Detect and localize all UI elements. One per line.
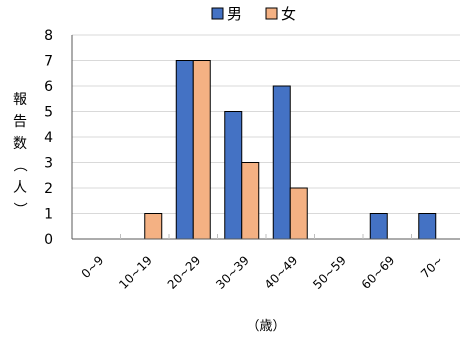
y-axis-label-char-3: （ <box>11 158 27 172</box>
bar-男-70~ <box>418 213 437 240</box>
bar-女-10~19 <box>144 213 163 240</box>
y-tick-label-2: 2 <box>44 181 53 197</box>
bar-女-20~29 <box>192 60 211 240</box>
y-tick-label-6: 6 <box>44 79 53 95</box>
y-axis-label-char-5: ） <box>11 202 27 216</box>
bar-男-40~49 <box>272 85 291 240</box>
legend-label-男: 男 <box>227 5 242 23</box>
y-tick-label-5: 5 <box>44 105 53 121</box>
y-axis-label-char-2: 数 <box>13 136 27 152</box>
x-tick-label-60~69: 60~69 <box>359 253 398 292</box>
bar-男-60~69 <box>369 213 388 240</box>
y-axis-label-char-0: 報 <box>13 92 27 108</box>
x-tick-label-40~49: 40~49 <box>262 253 301 292</box>
y-tick-label-4: 4 <box>44 130 53 146</box>
bars <box>144 60 437 240</box>
x-tick-labels: 0~9 10~19 20~29 30~39 40~49 50~59 60~69 70~ <box>79 253 446 292</box>
bar-男-20~29 <box>175 60 194 240</box>
x-tick-label-50~59: 50~59 <box>310 253 349 292</box>
y-tick-labels: 0 1 2 3 4 5 6 7 8 <box>44 28 53 248</box>
bar-女-30~39 <box>241 162 260 240</box>
x-tick-label-30~39: 30~39 <box>213 253 252 292</box>
y-tick-label-1: 1 <box>44 207 53 223</box>
y-tick-label-8: 8 <box>44 28 53 44</box>
y-tick-label-3: 3 <box>44 156 53 172</box>
legend-swatch-男 <box>211 7 224 20</box>
x-tick-label-70~: 70~ <box>418 253 446 281</box>
y-axis-label: 報告数 （ 人 ） <box>11 92 27 216</box>
x-tick-label-20~29: 20~29 <box>165 253 204 292</box>
gridlines <box>72 34 460 214</box>
x-tick-label-10~19: 10~19 <box>116 253 155 292</box>
legend-label-女: 女 <box>281 5 296 23</box>
y-axis-label-char-1: 告 <box>13 114 27 130</box>
axes <box>71 35 460 240</box>
y-tick-label-7: 7 <box>44 54 53 70</box>
bar-男-30~39 <box>224 111 243 240</box>
legend-swatch-女 <box>265 7 278 20</box>
x-axis-label: （歳） <box>246 319 285 334</box>
legend: 男女 <box>211 5 296 23</box>
x-tick-label-0~9: 0~9 <box>79 253 107 281</box>
y-axis-label-char-4: 人 <box>13 180 27 196</box>
bar-女-40~49 <box>289 187 308 240</box>
y-tick-label-0: 0 <box>44 232 53 248</box>
